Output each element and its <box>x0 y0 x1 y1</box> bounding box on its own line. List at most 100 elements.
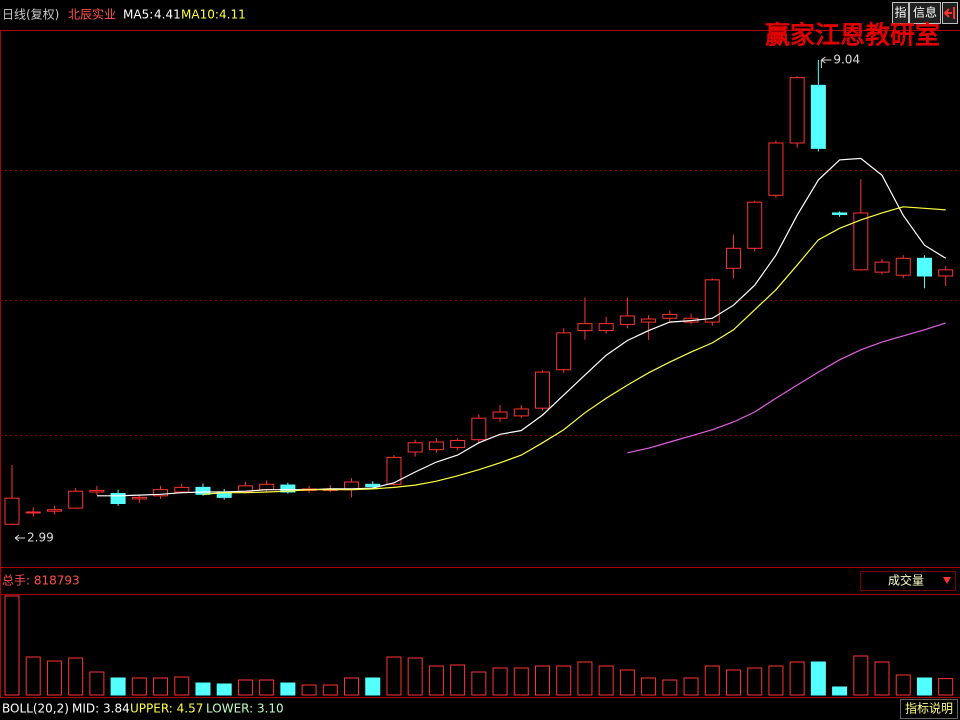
volume-bar <box>704 665 720 696</box>
volume-bar <box>301 684 317 696</box>
volume-bar <box>153 677 169 696</box>
volume-bar <box>810 661 826 696</box>
volume-bar <box>216 683 232 696</box>
volume-bar <box>556 665 572 696</box>
candle-body <box>471 417 487 441</box>
volume-bar <box>174 676 190 696</box>
candle-body <box>641 318 657 323</box>
candle-body <box>280 484 296 493</box>
candle-body <box>577 323 593 332</box>
candle-body <box>874 261 890 273</box>
watermark: 赢家江恩教研室 <box>765 21 940 50</box>
volume-bar <box>513 667 529 696</box>
candle-body <box>895 257 911 276</box>
candle-body <box>450 439 466 448</box>
candle-body <box>938 269 954 277</box>
candle-body <box>259 483 275 491</box>
help-label[interactable]: 指标说明 <box>905 701 953 716</box>
candle-body <box>704 279 720 323</box>
indicator-lower: LOWER: 3.10 <box>206 702 284 716</box>
volume-bar <box>259 679 275 696</box>
candle-body <box>619 315 635 325</box>
volume-bar <box>916 677 932 696</box>
button-label[interactable]: 指 <box>894 5 906 20</box>
indicator-select[interactable] <box>860 571 956 591</box>
volume-bar <box>428 665 444 696</box>
volume-bar <box>874 661 890 696</box>
candle-body <box>598 323 614 332</box>
stock-name: 北辰实业 <box>68 7 116 22</box>
volume-bar <box>407 657 423 696</box>
volume-bar <box>895 674 911 696</box>
annotation-arrow <box>14 534 25 542</box>
candle-body <box>237 485 253 493</box>
annotation-arrow <box>820 56 832 68</box>
volume-bar <box>577 661 593 696</box>
volume-bar <box>535 665 550 696</box>
candle-body <box>492 411 508 419</box>
candle-body <box>25 511 41 514</box>
button[interactable] <box>909 2 941 24</box>
help-button[interactable] <box>900 699 958 719</box>
candle-body <box>110 493 126 505</box>
volume-bar <box>853 655 869 696</box>
candle-body <box>131 496 147 500</box>
volume-bar <box>683 677 699 696</box>
candle-body <box>68 490 84 509</box>
indicator-select-label[interactable]: 成交量 <box>888 573 924 588</box>
period-label: 日线(复权) <box>2 8 59 22</box>
volume-bar <box>641 677 657 696</box>
candle-body <box>428 441 444 451</box>
candle-body <box>535 371 550 409</box>
button-label[interactable]: 信息 <box>913 5 937 20</box>
volume-bar <box>46 660 62 696</box>
min-label: 2.99 <box>27 531 54 545</box>
candle-body <box>832 212 848 215</box>
candle-body <box>747 201 763 249</box>
indicator-upper: UPPER: 4.57 <box>130 702 203 716</box>
candle-body <box>662 313 678 319</box>
volume-bar <box>598 665 614 696</box>
candle-body <box>810 84 826 149</box>
volume-bar <box>725 669 741 696</box>
volume-bar <box>365 677 381 696</box>
dropdown-arrow <box>943 577 951 584</box>
candle-body <box>153 489 169 497</box>
volume-bar <box>25 656 41 696</box>
candle-body <box>789 77 805 144</box>
indicator-mid: MID: 3.84 <box>72 702 130 716</box>
candle-body <box>768 142 784 196</box>
candle-body <box>725 247 741 269</box>
volume-bar <box>110 677 126 696</box>
indicator-name: BOLL(20,2) <box>2 702 69 716</box>
volume-bar <box>938 678 954 696</box>
candle-body <box>174 486 190 493</box>
candle-body <box>89 489 105 493</box>
ma-line <box>627 322 946 454</box>
candle-body <box>46 509 62 512</box>
candle-body <box>407 442 423 453</box>
volume-bar <box>237 679 253 696</box>
volume-bar <box>450 664 466 696</box>
button[interactable] <box>892 2 909 24</box>
candle-body <box>513 408 529 417</box>
volume-bar <box>619 669 635 696</box>
volume-bar <box>195 682 211 696</box>
volume-bar <box>747 667 763 696</box>
volume-bar <box>386 656 402 696</box>
candle-body <box>4 497 20 525</box>
candle-body <box>195 486 211 495</box>
volume-bar <box>768 665 784 696</box>
volume-bar <box>789 661 805 696</box>
max-label: 9.04 <box>833 52 860 66</box>
legend-value: 4.11 <box>219 8 246 22</box>
volume-title: 总手: 818793 <box>2 574 80 588</box>
candle-body <box>556 332 572 371</box>
volume-bar <box>832 686 848 696</box>
volume-bar <box>344 677 360 696</box>
volume-bar <box>280 682 296 696</box>
ma-line <box>96 157 947 497</box>
volume-bar <box>4 595 20 696</box>
legend-name: MA5: <box>123 8 153 22</box>
